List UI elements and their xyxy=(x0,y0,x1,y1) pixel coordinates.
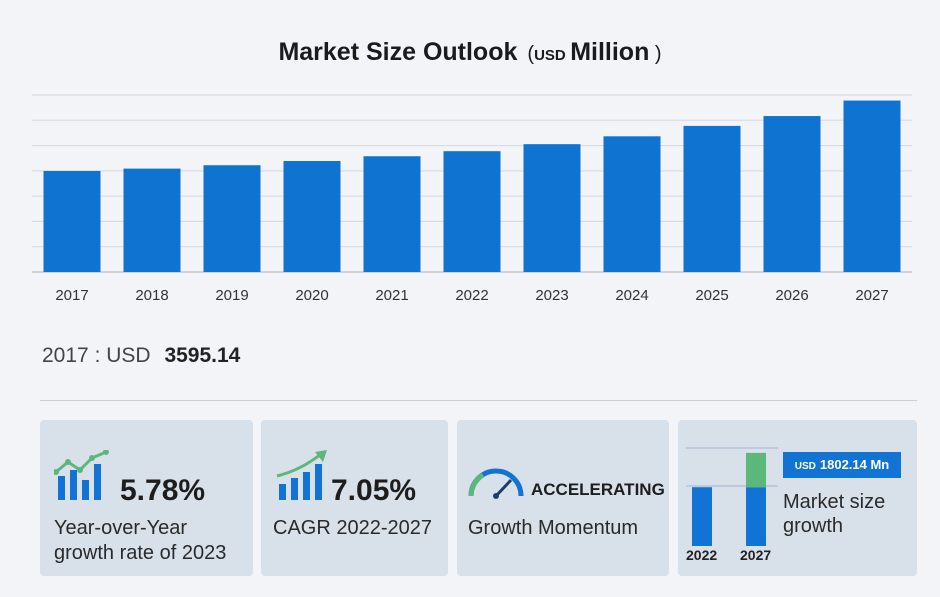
bar-2027 xyxy=(843,100,901,272)
bar-2024 xyxy=(603,136,661,272)
bar-2019 xyxy=(203,165,261,272)
title-main: Market Size Outlook xyxy=(278,38,518,66)
x-tick-2027: 2027 xyxy=(855,287,888,304)
x-tick-2018: 2018 xyxy=(135,287,168,304)
yoy-value: 5.78% xyxy=(120,474,206,507)
mini-year-start: 2022 xyxy=(686,547,718,563)
cagr-card: 7.05% CAGR 2022-2027 xyxy=(261,420,448,576)
x-axis-labels: 2017 2018 2019 2020 2021 2022 2023 2024 2025 2026… xyxy=(55,287,888,304)
bar-2020 xyxy=(283,161,341,272)
x-tick-2020: 2020 xyxy=(295,287,328,304)
badge-value: 1802.14 Mn xyxy=(819,457,890,472)
growth-label-1: Market size xyxy=(783,491,886,513)
bar-2021 xyxy=(363,156,421,272)
yoy-label-2: growth rate of 2023 xyxy=(54,542,227,564)
speedometer-icon xyxy=(468,468,524,499)
base-year-summary: 2017 : USD 3595.14 xyxy=(42,344,240,368)
growth-mini-chart xyxy=(686,447,778,546)
growth-bars-icon xyxy=(54,450,109,500)
x-tick-2023: 2023 xyxy=(535,287,568,304)
bar-2025 xyxy=(683,125,741,273)
bar-2017 xyxy=(43,170,101,272)
mini-bar-end-growth xyxy=(746,452,766,488)
mini-bar-start xyxy=(692,487,712,546)
base-value: 3595.14 xyxy=(164,344,241,367)
x-tick-2019: 2019 xyxy=(215,287,248,304)
section-divider xyxy=(40,400,917,401)
x-tick-2024: 2024 xyxy=(615,287,648,304)
base-year: 2017 xyxy=(42,344,89,367)
mini-year-end: 2027 xyxy=(740,547,772,563)
bar-2022 xyxy=(443,151,501,272)
growth-label-2: growth xyxy=(783,515,844,537)
title-unit: Million xyxy=(570,38,650,66)
momentum-card: ACCELERATING Growth Momentum xyxy=(457,420,669,576)
bar-2018 xyxy=(123,168,181,272)
base-currency: USD xyxy=(106,344,151,367)
momentum-value: ACCELERATING xyxy=(531,480,665,499)
x-tick-2022: 2022 xyxy=(455,287,488,304)
growth-badge: USD 1802.14 Mn xyxy=(783,452,901,478)
x-tick-2021: 2021 xyxy=(375,287,408,304)
yoy-label-1: Year-over-Year xyxy=(54,517,188,539)
title-currency: USD xyxy=(534,47,566,64)
bar-2023 xyxy=(523,144,581,272)
badge-currency: USD xyxy=(794,461,816,472)
cagr-chart-icon xyxy=(276,450,327,500)
x-tick-2026: 2026 xyxy=(775,287,808,304)
cagr-label: CAGR 2022-2027 xyxy=(273,517,432,539)
base-separator: : xyxy=(94,344,101,367)
x-tick-2025: 2025 xyxy=(695,287,728,304)
bar-2026 xyxy=(763,116,821,272)
yoy-card: 5.78% Year-over-Year growth rate of 2023 xyxy=(40,420,253,576)
mini-bar-end-base xyxy=(746,487,766,546)
momentum-label: Growth Momentum xyxy=(468,517,639,539)
chart-title: Market Size Outlook (USD Million ) xyxy=(278,38,662,66)
growth-card: 2022 2027 USD 1802.14 Mn Market size grow… xyxy=(678,420,917,576)
cagr-value: 7.05% xyxy=(331,474,417,507)
x-tick-2017: 2017 xyxy=(55,287,88,304)
chart-bars xyxy=(43,100,901,273)
bar-chart: 2017 2018 2019 2020 2021 2022 2023 2024 2025 2026… xyxy=(32,94,912,304)
